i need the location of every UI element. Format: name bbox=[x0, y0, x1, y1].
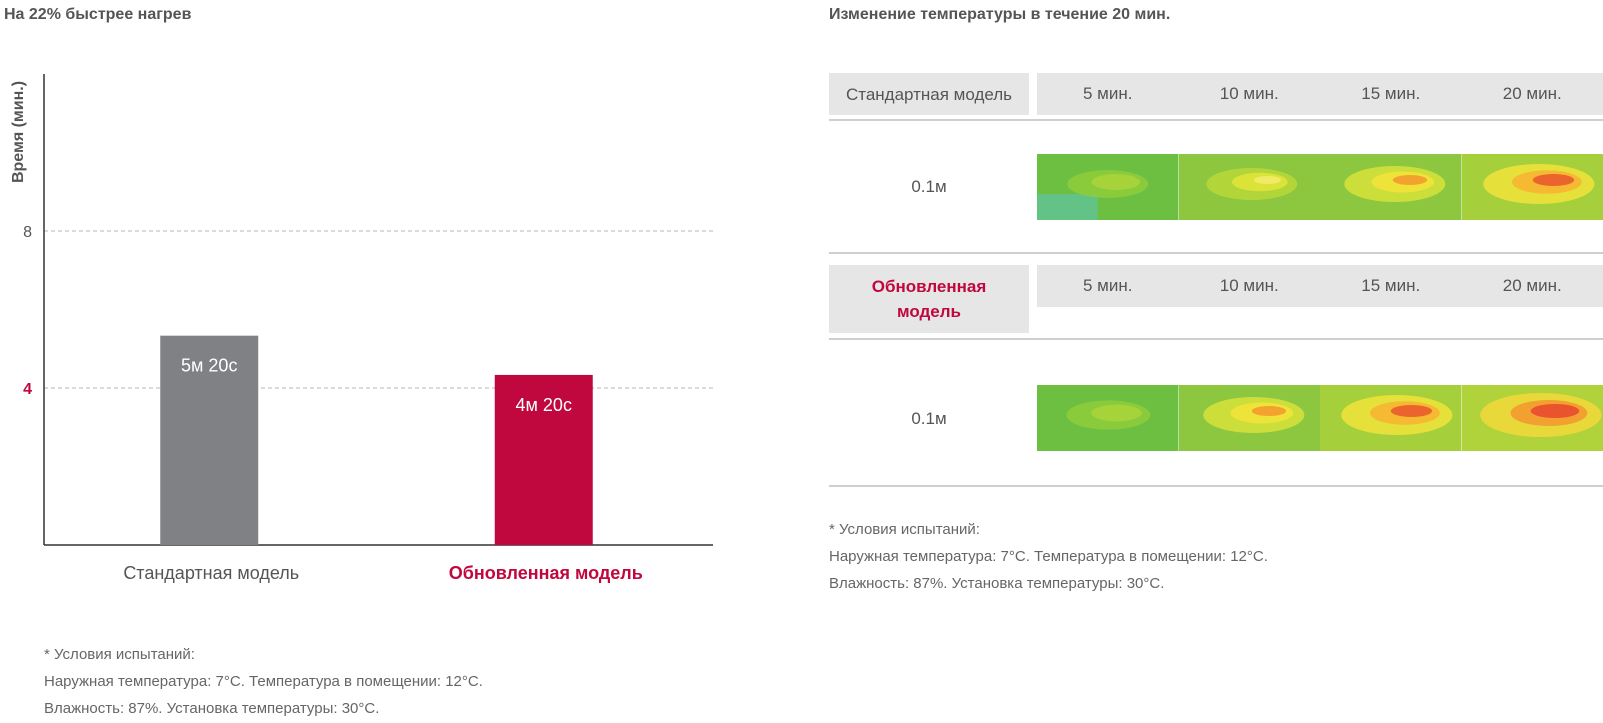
time-15min: 15 мин. bbox=[1361, 84, 1421, 103]
divider bbox=[829, 485, 1603, 487]
time-20min: 20 мин. bbox=[1502, 276, 1562, 295]
test-conditions-note-right: * Условия испытаний: Наружная температур… bbox=[829, 516, 1268, 597]
bar-2 bbox=[494, 374, 593, 545]
time-10min: 10 мин. bbox=[1219, 84, 1279, 103]
chart-title: На 22% быстрее нагрев bbox=[4, 6, 192, 23]
heatmap-graphic bbox=[1461, 385, 1603, 451]
heatmap-cell bbox=[1178, 385, 1320, 451]
updated-time-header: 5 мин. 10 мин. 15 мин. 20 мин. bbox=[1037, 265, 1603, 307]
note-heading: * Условия испытаний: bbox=[829, 521, 980, 538]
note-humidity: Влажность: 87%. Установка температуры: 3… bbox=[829, 575, 1165, 592]
updated-height-label: 0.1м bbox=[911, 409, 947, 428]
standard-model-block: Стандартная модель 5 мин. 10 мин. 15 мин… bbox=[829, 73, 1603, 254]
y-axis-label: Время (мин.) bbox=[10, 81, 27, 183]
heatmap-cell bbox=[1037, 154, 1179, 220]
note-temperature: Наружная температура: 7°C. Температура в… bbox=[829, 548, 1268, 565]
bar-1 bbox=[160, 335, 259, 545]
note-temperature: Наружная температура: 7°C. Температура в… bbox=[44, 673, 483, 690]
x-category-label: Обновленная модель bbox=[449, 563, 643, 583]
updated-heatmap-strip bbox=[1037, 385, 1603, 451]
heating-time-bar-chart: Время (мин.) 8 4 5м 20с Стандартная модель 4м… bbox=[10, 74, 713, 583]
heatmap-cell bbox=[1037, 385, 1179, 451]
time-10min: 10 мин. bbox=[1219, 276, 1279, 295]
updated-model-name: Обновленная модель bbox=[829, 265, 1029, 333]
heatmap-cell bbox=[1461, 154, 1603, 220]
divider bbox=[829, 338, 1603, 340]
y-tick-label: 4 bbox=[23, 381, 32, 398]
note-heading: * Условия испытаний: bbox=[44, 646, 195, 663]
time-5min: 5 мин. bbox=[1083, 276, 1133, 295]
heatmap-cell bbox=[1461, 385, 1603, 451]
standard-model-name: Стандартная модель bbox=[829, 73, 1029, 115]
standard-header-row: Стандартная модель 5 мин. 10 мин. 15 мин… bbox=[829, 73, 1603, 115]
x-category-label: Стандартная модель bbox=[123, 563, 299, 583]
heatmap-cell bbox=[1178, 154, 1320, 220]
standard-time-header: 5 мин. 10 мин. 15 мин. 20 мин. bbox=[1037, 73, 1603, 115]
standard-heatmap-strip bbox=[1037, 154, 1603, 220]
divider bbox=[829, 119, 1603, 121]
time-15min: 15 мин. bbox=[1361, 276, 1421, 295]
updated-model-block: Обновленная модель 5 мин. 10 мин. 15 мин… bbox=[829, 265, 1603, 505]
y-tick-label: 8 bbox=[23, 224, 32, 241]
heatmap-graphic bbox=[1178, 154, 1320, 220]
standard-height-label: 0.1м bbox=[911, 177, 947, 196]
time-5min: 5 мин. bbox=[1083, 84, 1133, 103]
heatmap-graphic bbox=[1037, 385, 1179, 451]
heatmap-graphic bbox=[1037, 154, 1179, 220]
heatmap-graphic bbox=[1320, 154, 1462, 220]
time-20min: 20 мин. bbox=[1502, 84, 1562, 103]
test-conditions-note-left: * Условия испытаний: Наружная температур… bbox=[44, 641, 483, 722]
table-title: Изменение температуры в течение 20 мин. bbox=[829, 6, 1171, 23]
heatmap-cell bbox=[1320, 154, 1462, 220]
bar-value-label: 4м 20с bbox=[516, 395, 572, 415]
heatmap-graphic bbox=[1461, 154, 1603, 220]
heatmap-graphic bbox=[1178, 385, 1320, 451]
bar-value-label: 5м 20с bbox=[181, 356, 237, 376]
divider bbox=[829, 252, 1603, 254]
updated-header-row: Обновленная модель 5 мин. 10 мин. 15 мин… bbox=[829, 265, 1603, 333]
heatmap-cell bbox=[1320, 385, 1462, 451]
heatmap-graphic bbox=[1320, 385, 1462, 451]
note-humidity: Влажность: 87%. Установка температуры: 3… bbox=[44, 700, 380, 717]
